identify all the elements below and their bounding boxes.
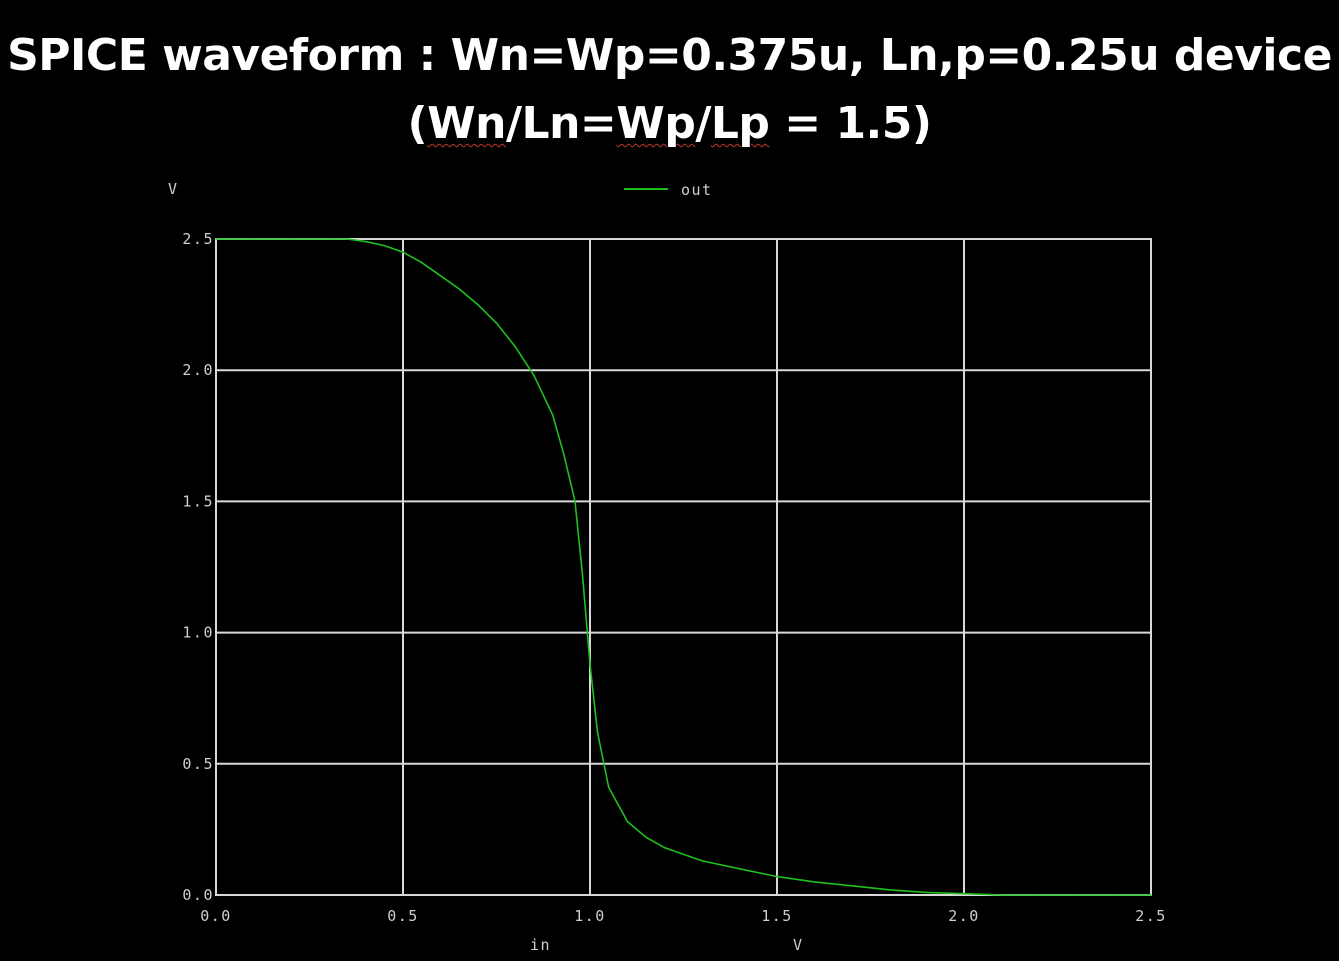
data-point — [574, 500, 576, 503]
y-tick-label: 1.0 — [182, 624, 214, 642]
data-point — [495, 322, 498, 324]
data-point — [581, 574, 584, 576]
data-point — [589, 663, 591, 665]
series-line-out — [216, 238, 1151, 896]
data-point — [664, 846, 666, 849]
legend-label-out: out — [681, 181, 713, 199]
x-tick-label: 1.0 — [574, 907, 606, 925]
y-axis-unit: V — [168, 180, 179, 198]
x-tick-labels: 0.0 0.5 1.0 1.5 2.0 2.5 — [200, 907, 1167, 925]
data-point — [551, 414, 554, 416]
title-lp: Lp — [710, 98, 770, 149]
data-point — [963, 892, 965, 895]
data-point — [596, 731, 599, 734]
data-point — [701, 860, 703, 862]
data-point — [215, 238, 217, 240]
data-point — [364, 240, 367, 243]
plot-frame — [215, 238, 1152, 896]
data-point — [888, 888, 890, 891]
data-point — [645, 836, 647, 839]
data-point — [420, 261, 423, 264]
data-point — [402, 251, 404, 253]
data-points — [215, 238, 1152, 896]
data-point — [738, 867, 741, 870]
data-point — [252, 238, 255, 240]
x-tick-label: 0.5 — [387, 907, 419, 925]
y-tick-label: 0.0 — [182, 886, 214, 904]
data-point — [607, 786, 610, 789]
y-tick-label: 2.0 — [182, 361, 214, 379]
data-point — [626, 820, 629, 823]
data-point — [813, 881, 816, 883]
title-paren-open: ( — [407, 98, 428, 149]
x-tick-label: 2.0 — [948, 907, 980, 925]
data-point — [327, 238, 330, 240]
x-axis-unit: V — [793, 936, 804, 954]
legend: out — [624, 181, 713, 199]
x-tick-label: 2.5 — [1135, 907, 1167, 925]
grid-layer — [215, 238, 1152, 896]
title-wn: Wn — [427, 98, 506, 149]
slide-title-line-1: SPICE waveform : Wn=Wp=0.375u, Ln,p=0.25… — [7, 30, 1332, 81]
y-tick-labels: 0.0 0.5 1.0 1.5 2.0 2.5 — [182, 230, 214, 904]
data-point — [1038, 894, 1040, 896]
title-ln: /Ln= — [505, 98, 617, 149]
data-point — [563, 453, 565, 455]
data-point — [533, 374, 535, 377]
y-tick-label: 2.5 — [182, 230, 214, 248]
data-point — [1000, 894, 1003, 896]
data-point — [1150, 894, 1152, 896]
slide-title-line-2: (Wn/Ln=Wp/Lp = 1.5) — [0, 90, 1339, 158]
y-tick-label: 1.5 — [182, 492, 214, 510]
data-point — [439, 274, 442, 277]
title-wp: Wp — [616, 98, 696, 149]
data-point — [776, 875, 778, 878]
x-tick-label: 1.5 — [761, 907, 793, 925]
data-point — [383, 244, 386, 247]
data-point — [458, 288, 460, 290]
data-point — [477, 303, 479, 306]
x-axis-label: in — [530, 936, 551, 954]
slide-title: SPICE waveform : Wn=Wp=0.375u, Ln,p=0.25… — [0, 22, 1339, 158]
data-point — [851, 885, 853, 887]
x-tick-label: 0.0 — [200, 907, 232, 925]
title-slash: / — [695, 98, 711, 149]
title-ratio: = 1.5) — [769, 98, 932, 149]
data-point — [925, 891, 928, 894]
y-tick-label: 0.5 — [182, 755, 214, 773]
data-point — [346, 238, 348, 240]
data-point — [290, 238, 292, 240]
data-point — [514, 345, 516, 348]
data-point — [1112, 894, 1115, 896]
data-point — [1075, 894, 1077, 896]
